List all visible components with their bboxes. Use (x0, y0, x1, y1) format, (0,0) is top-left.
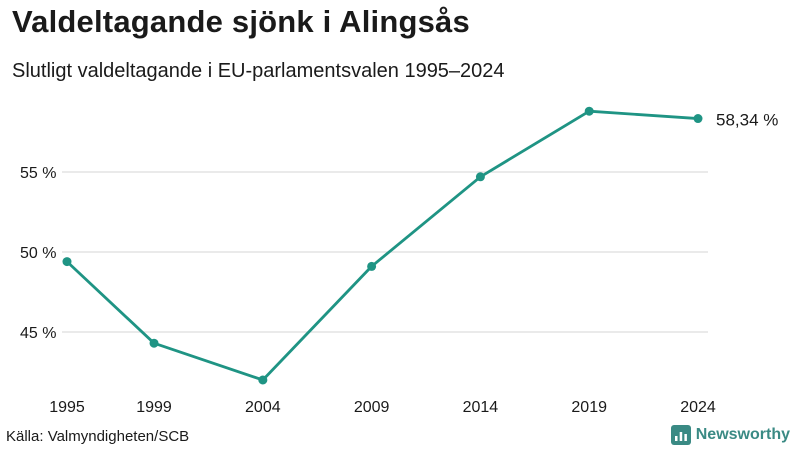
data-point (693, 114, 703, 124)
data-point (367, 261, 377, 271)
y-tick-label: 45 % (20, 325, 56, 342)
y-tick-label: 55 % (20, 165, 56, 182)
x-tick-label: 2009 (354, 399, 390, 416)
chart-title: Valdeltagande sjönk i Alingsås (12, 4, 470, 39)
series-line (65, 109, 700, 382)
x-tick-label: 1999 (136, 399, 172, 416)
data-point (149, 338, 159, 348)
brand-name: Newsworthy (695, 426, 790, 443)
brand-logo: Newsworthy (670, 425, 790, 445)
chart-subtitle: Slutligt valdeltagande i EU-parlamentsva… (12, 60, 505, 82)
data-point (62, 257, 72, 267)
source-note: Källa: Valmyndigheten/SCB (6, 428, 190, 445)
x-tick-label: 2004 (245, 399, 281, 416)
x-tick-label: 1995 (49, 399, 85, 416)
data-point (584, 106, 594, 116)
x-tick-label: 2014 (463, 399, 499, 416)
end-value-label: 58,34 % (716, 111, 778, 130)
data-point (475, 172, 485, 182)
y-tick-label: 50 % (20, 245, 56, 262)
bar-chart-logo-icon (670, 425, 691, 445)
data-point (258, 375, 268, 385)
x-tick-label: 2024 (680, 399, 716, 416)
x-tick-label: 2019 (571, 399, 607, 416)
